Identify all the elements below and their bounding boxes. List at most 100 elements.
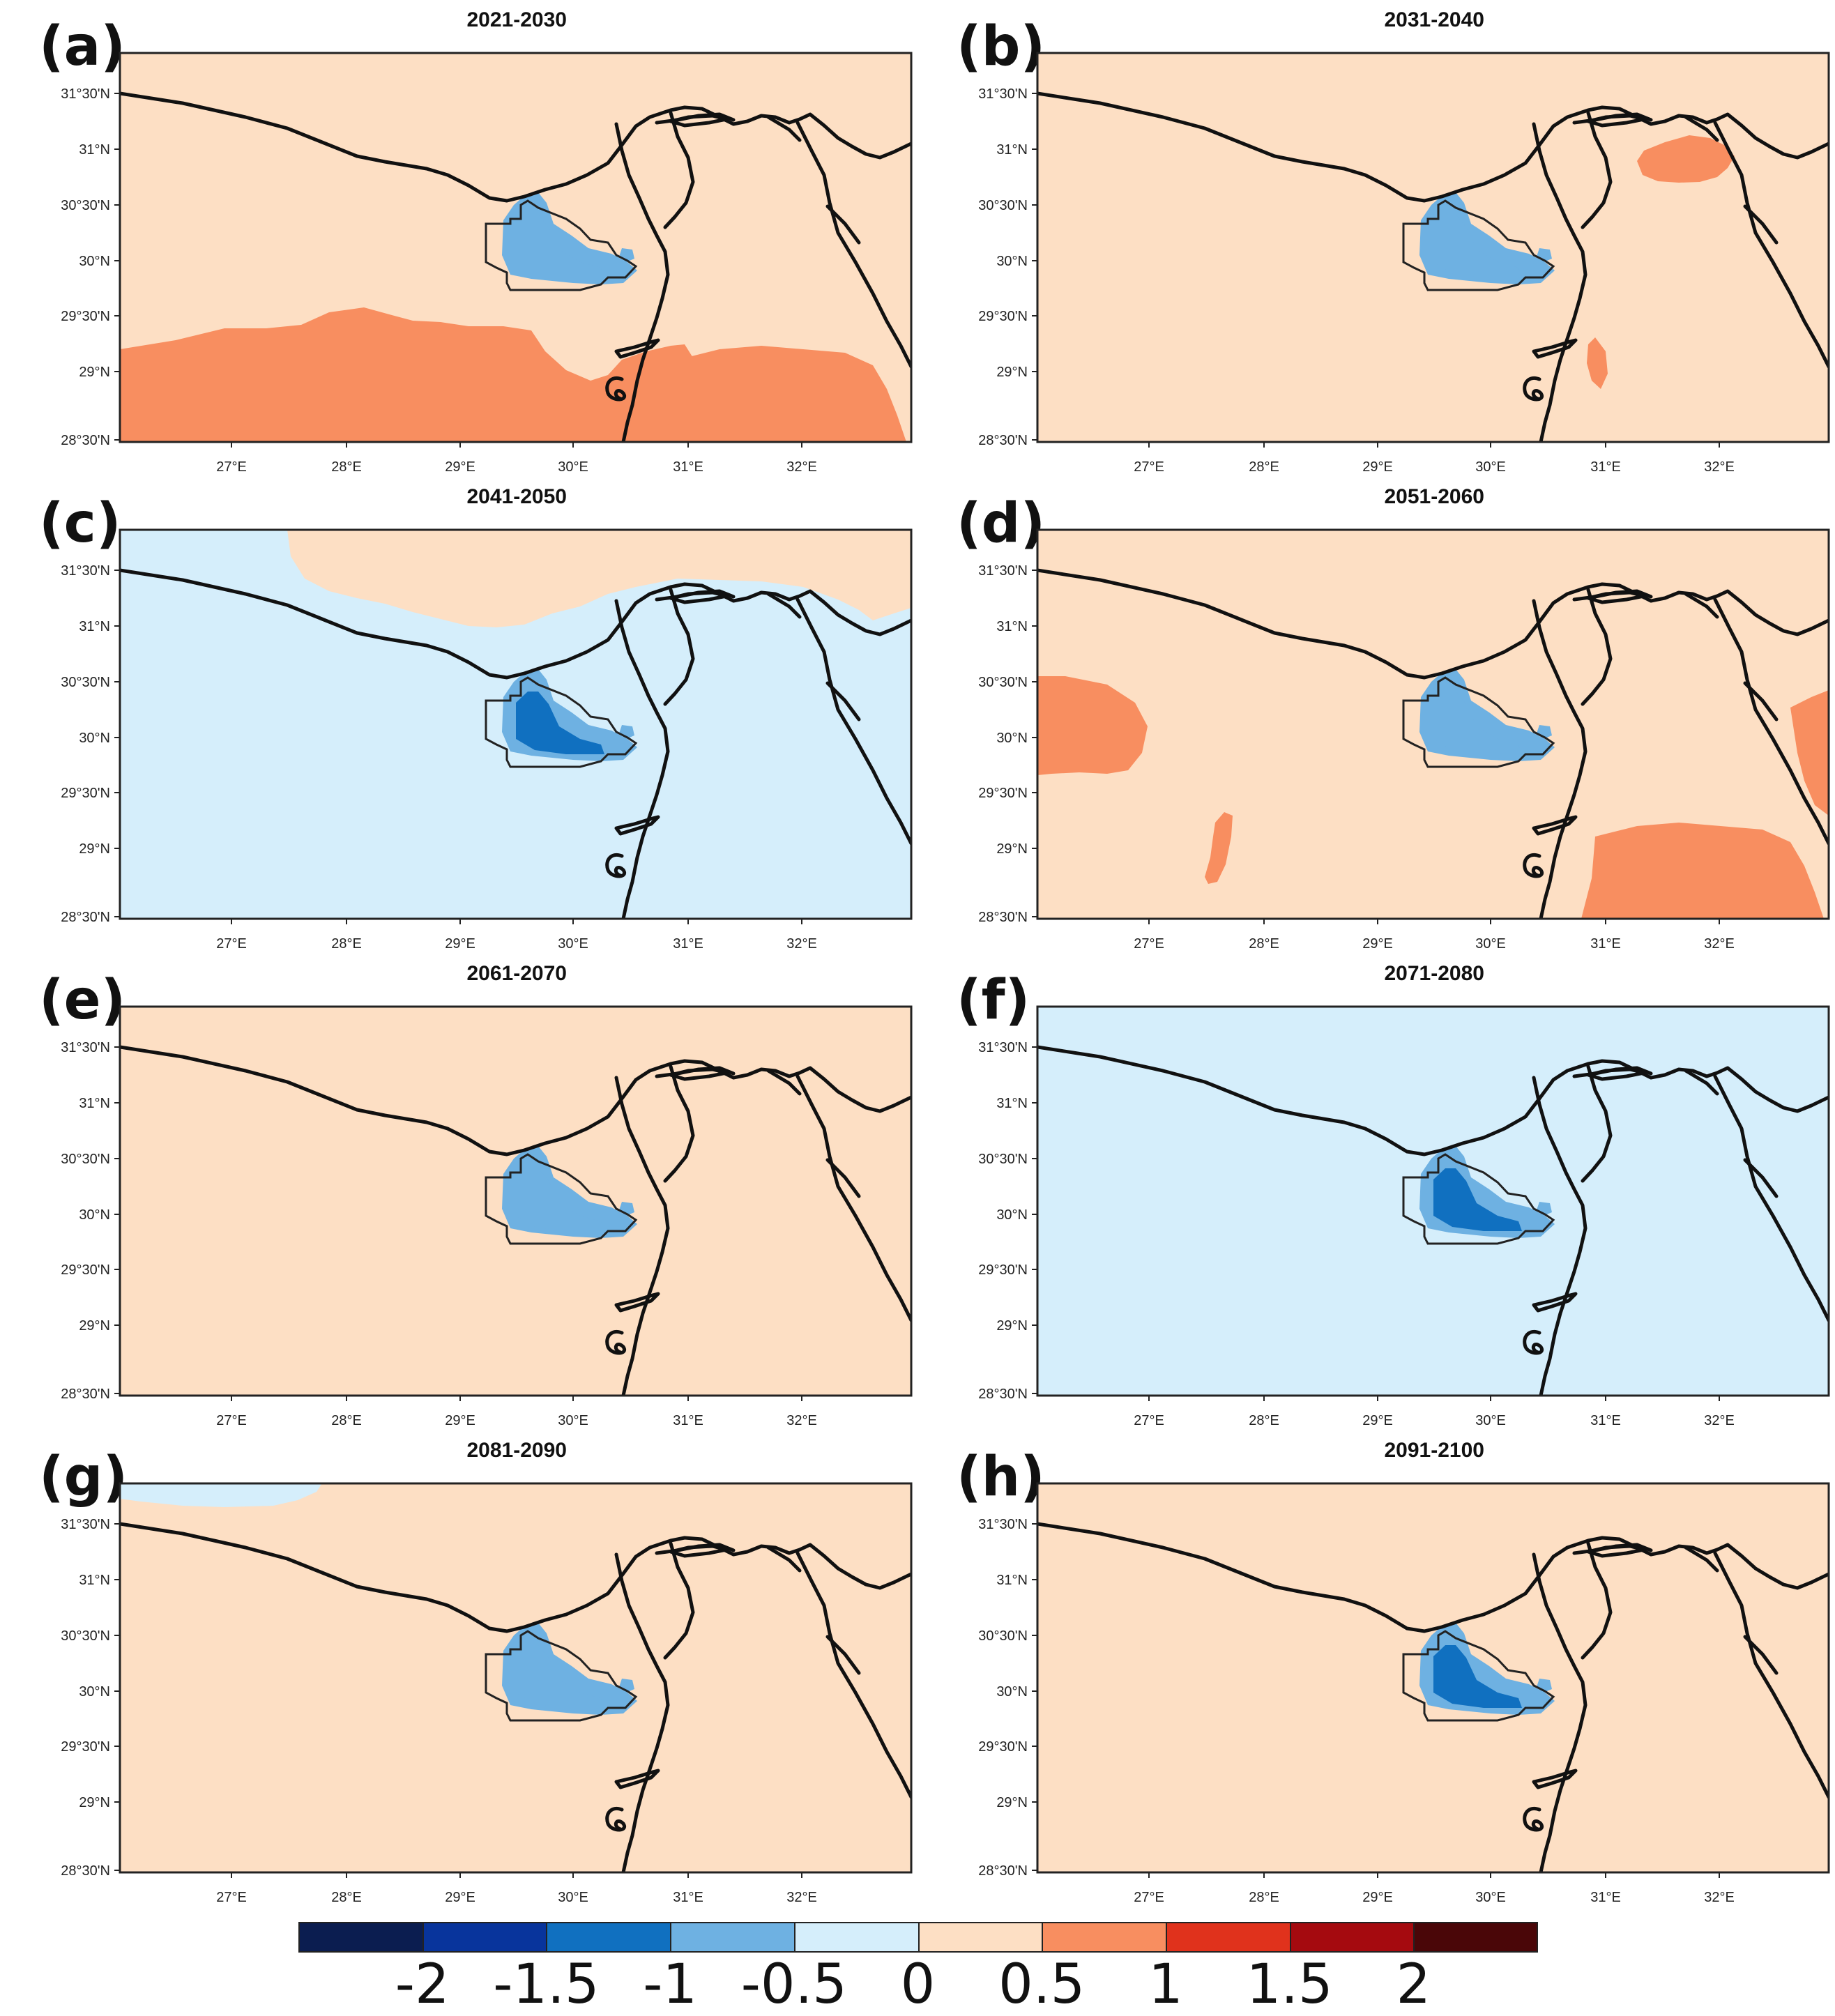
- boundary-line: [1532, 599, 1587, 919]
- boundary-line: [766, 115, 802, 142]
- boundary-line: [120, 1522, 911, 1633]
- lat-tick-label: 31°30'N: [978, 1517, 1028, 1532]
- lat-tick-label: 31°30'N: [61, 86, 110, 102]
- boundary-line: [1581, 1064, 1613, 1183]
- boundary-line: [663, 588, 695, 706]
- lat-tick-label: 29°30'N: [61, 1262, 110, 1278]
- lon-tick-label: 29°E: [445, 1890, 475, 1905]
- lon-tick-label: 29°E: [1362, 1890, 1393, 1905]
- colorbar-tick-label: -1: [643, 1953, 697, 2016]
- anomaly-patch-southwest: [1205, 812, 1233, 884]
- lat-tick-label: 29°N: [79, 1318, 110, 1334]
- colorbar-tick-label: 2: [1396, 1953, 1431, 2016]
- lon-tick-label: 28°E: [1249, 459, 1279, 475]
- lat-tick-label: 31°N: [79, 1573, 110, 1588]
- lon-tick-label: 28°E: [331, 1890, 362, 1905]
- boundary-line: [825, 1158, 861, 1198]
- panel-label: (a): [39, 15, 125, 78]
- panel-label: (d): [957, 492, 1046, 555]
- lat-tick-label: 31°N: [79, 142, 110, 158]
- lon-tick-label: 32°E: [1704, 936, 1735, 952]
- colorbar-swatch: [670, 1922, 795, 1953]
- lat-tick-label: 30°N: [996, 1684, 1028, 1700]
- lon-tick-label: 27°E: [216, 1413, 247, 1428]
- boundary-line: [1523, 853, 1544, 878]
- lon-tick-label: 32°E: [1704, 1890, 1735, 1905]
- lon-tick-label: 28°E: [1249, 936, 1279, 952]
- boundary-line: [605, 1330, 627, 1355]
- anomaly-patch-delta-north: [1637, 135, 1735, 183]
- boundary-line: [663, 1064, 695, 1183]
- lon-tick-label: 31°E: [673, 1413, 703, 1428]
- boundary-line: [795, 1551, 911, 1799]
- lon-tick-label: 30°E: [558, 936, 588, 952]
- lat-tick-label: 28°30'N: [61, 910, 110, 925]
- anomaly-core: [521, 701, 601, 753]
- colorbar-tick-label: -2: [395, 1953, 450, 2016]
- lon-tick-label: 27°E: [1134, 936, 1164, 952]
- boundary-line: [1713, 1551, 1829, 1799]
- lat-tick-label: 31°30'N: [978, 86, 1028, 102]
- study-area-outline: [485, 1630, 638, 1722]
- colorbar-swatch: [1413, 1922, 1538, 1953]
- map-panel-a: (a) 2021-2030 31°30'N 31°N 30°30'N 30°N 29°30'…: [0, 0, 918, 477]
- map-svg: 31°30'N 31°N 30°30'N 30°N 29°30'N 29°N 28°30'N…: [61, 1482, 913, 1905]
- lon-tick-label: 28°E: [1249, 1413, 1279, 1428]
- lon-tick-label: 31°E: [673, 936, 703, 952]
- lat-tick-label: 31°N: [79, 619, 110, 634]
- lon-tick-label: 32°E: [786, 1890, 817, 1905]
- boundary-line: [825, 681, 861, 721]
- boundary-line: [1743, 681, 1779, 721]
- lon-tick-label: 28°E: [331, 1413, 362, 1428]
- boundary-line: [766, 1069, 802, 1096]
- boundary-line: [1523, 1330, 1544, 1355]
- lon-tick-label: 29°E: [445, 459, 475, 475]
- boundary-line: [1523, 1807, 1544, 1832]
- boundary-line: [1532, 1769, 1578, 1789]
- lat-tick-label: 30°N: [79, 1684, 110, 1700]
- boundary-line: [1037, 568, 1829, 680]
- lat-tick-label: 30°30'N: [61, 675, 110, 690]
- boundary-line: [795, 597, 911, 846]
- panel-title: 2031-2040: [1384, 8, 1484, 31]
- colorbar-swatch: [1042, 1922, 1166, 1953]
- lon-tick-label: 31°E: [673, 459, 703, 475]
- map-svg: 31°30'N 31°N 30°30'N 30°N 29°30'N 29°N 28°30'N…: [61, 528, 913, 952]
- lat-tick-label: 29°30'N: [61, 786, 110, 801]
- lon-tick-label: 30°E: [558, 1890, 588, 1905]
- boundary-line: [795, 121, 911, 369]
- lon-tick-label: 27°E: [216, 1890, 247, 1905]
- lon-tick-label: 31°E: [1590, 459, 1621, 475]
- boundary-line: [1586, 1544, 1646, 1558]
- colorbar-swatch: [793, 1922, 919, 1953]
- colorbar-swatch: [422, 1922, 547, 1953]
- anomaly-patch-east: [1790, 690, 1829, 816]
- lon-tick-label: 32°E: [786, 1413, 817, 1428]
- lon-tick-label: 32°E: [1704, 1413, 1735, 1428]
- boundary-line: [766, 1545, 802, 1573]
- boundary-line: [825, 1635, 861, 1675]
- boundary-line: [614, 122, 670, 442]
- map-panel-h: (h) 2091-2100 31°30'N 31°N 30°30'N 30°N 29°30'…: [918, 1430, 1835, 1907]
- lat-tick-label: 28°30'N: [978, 910, 1028, 925]
- lat-tick-label: 28°30'N: [978, 1863, 1028, 1879]
- study-area-outline: [485, 676, 638, 768]
- study-area-outline: [1402, 1630, 1555, 1722]
- lon-tick-label: 32°E: [1704, 459, 1735, 475]
- anomaly-core: [1438, 1654, 1518, 1706]
- boundary-line: [1684, 592, 1719, 619]
- boundary-line: [1532, 1076, 1587, 1396]
- panel-label: (g): [39, 1446, 128, 1509]
- boundary-line: [795, 1074, 911, 1322]
- anomaly-patch-south-band: [120, 307, 699, 442]
- boundary-line: [120, 1045, 911, 1156]
- anomaly-patch-west: [1037, 676, 1148, 775]
- lat-tick-label: 30°N: [996, 1207, 1028, 1223]
- anomaly-lt-minus-1: [1433, 215, 1522, 277]
- anomaly-patch-southeast: [664, 346, 906, 442]
- anomaly-lt-minus-1: [516, 215, 604, 277]
- boundary-line: [1581, 111, 1613, 229]
- lon-tick-label: 27°E: [1134, 1413, 1164, 1428]
- boundary-line: [1586, 590, 1646, 604]
- lat-tick-label: 31°30'N: [978, 563, 1028, 579]
